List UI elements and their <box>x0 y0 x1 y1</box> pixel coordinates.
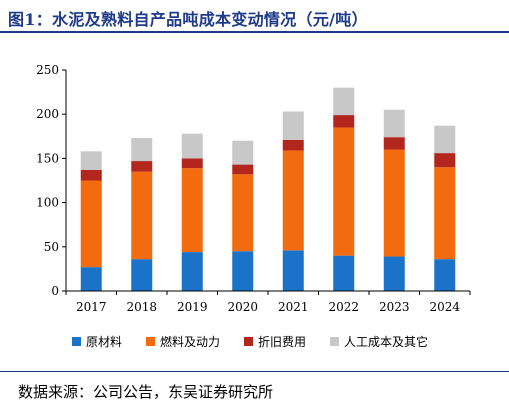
x-tick-label: 2024 <box>429 300 460 314</box>
bar-segment <box>80 180 102 268</box>
legend: 原材料 燃料及动力 折旧费用 人工成本及其它 <box>72 333 452 349</box>
bar-segment <box>333 115 355 128</box>
bar-segment <box>80 267 102 291</box>
legend-swatch <box>244 336 254 346</box>
bar-segment <box>232 174 254 252</box>
x-tick-label: 2022 <box>328 300 359 314</box>
bar-segment <box>282 250 304 291</box>
bar-segment <box>181 252 203 291</box>
y-tick-label: 250 <box>36 63 59 77</box>
bar-segment <box>232 251 254 291</box>
bar-segment <box>383 109 405 138</box>
legend-item: 原材料 <box>72 333 122 350</box>
x-tick-label: 2020 <box>227 300 258 314</box>
bar-segment <box>383 149 405 257</box>
bar-segment <box>131 171 153 260</box>
title-divider <box>0 31 509 33</box>
x-tick-label: 2023 <box>379 300 410 314</box>
bar-segment <box>333 87 355 116</box>
bar-segment <box>383 256 405 291</box>
x-tick-label: 2018 <box>126 300 157 314</box>
bar-segment <box>434 125 456 154</box>
y-axis: 0 50 100 150 200 250 <box>36 63 67 298</box>
legend-label: 燃料及动力 <box>160 334 221 349</box>
source-note: 数据来源：公司公告，东吴证券研究所 <box>18 383 274 401</box>
y-tick-label: 100 <box>36 196 59 210</box>
legend-label: 人工成本及其它 <box>344 334 429 349</box>
chart-title: 图1：水泥及熟料自产品吨成本变动情况（元/吨） <box>8 10 368 29</box>
x-tick-label: 2019 <box>177 300 208 314</box>
bar-segment <box>131 259 153 291</box>
legend-label: 原材料 <box>86 334 123 349</box>
bar-segment <box>282 150 304 251</box>
bar-segment <box>80 169 102 181</box>
bar-segment <box>434 259 456 291</box>
legend-swatch <box>330 336 340 346</box>
legend-swatch <box>72 336 81 346</box>
y-tick-label: 50 <box>44 240 59 254</box>
bar-segment <box>80 151 102 170</box>
bar-segment <box>232 140 254 165</box>
bar-segment <box>181 168 203 253</box>
x-tick-label: 2021 <box>278 300 309 314</box>
bar-segment <box>383 137 405 150</box>
source-divider <box>0 371 509 372</box>
bar-segment <box>282 111 304 140</box>
legend-item: 人工成本及其它 <box>330 333 428 350</box>
bar-segment <box>434 153 456 168</box>
bar-segment <box>131 161 153 172</box>
bar-segment <box>181 158 203 169</box>
bar-segment <box>282 139 304 151</box>
legend-swatch <box>146 336 156 346</box>
bar-segment <box>131 138 153 162</box>
legend-item: 燃料及动力 <box>146 333 220 350</box>
x-tick-label: 2017 <box>76 300 107 314</box>
y-tick-label: 0 <box>51 284 59 298</box>
bar-segment <box>333 127 355 256</box>
bar-segment <box>434 167 456 260</box>
y-tick-label: 200 <box>36 107 59 121</box>
bar-segment <box>232 164 254 175</box>
bar-segment <box>333 255 355 291</box>
y-tick-label: 150 <box>36 151 59 165</box>
bar-segment <box>181 133 203 159</box>
stacked-bar-chart: 0 50 100 150 200 250 2017 2018 2019 2020 2021 2022… <box>36 63 471 314</box>
legend-label: 折旧费用 <box>258 334 307 349</box>
legend-item: 折旧费用 <box>244 333 306 350</box>
x-axis: 2017 2018 2019 2020 2021 2022 2023 2024 <box>65 290 471 314</box>
bars <box>80 87 456 291</box>
